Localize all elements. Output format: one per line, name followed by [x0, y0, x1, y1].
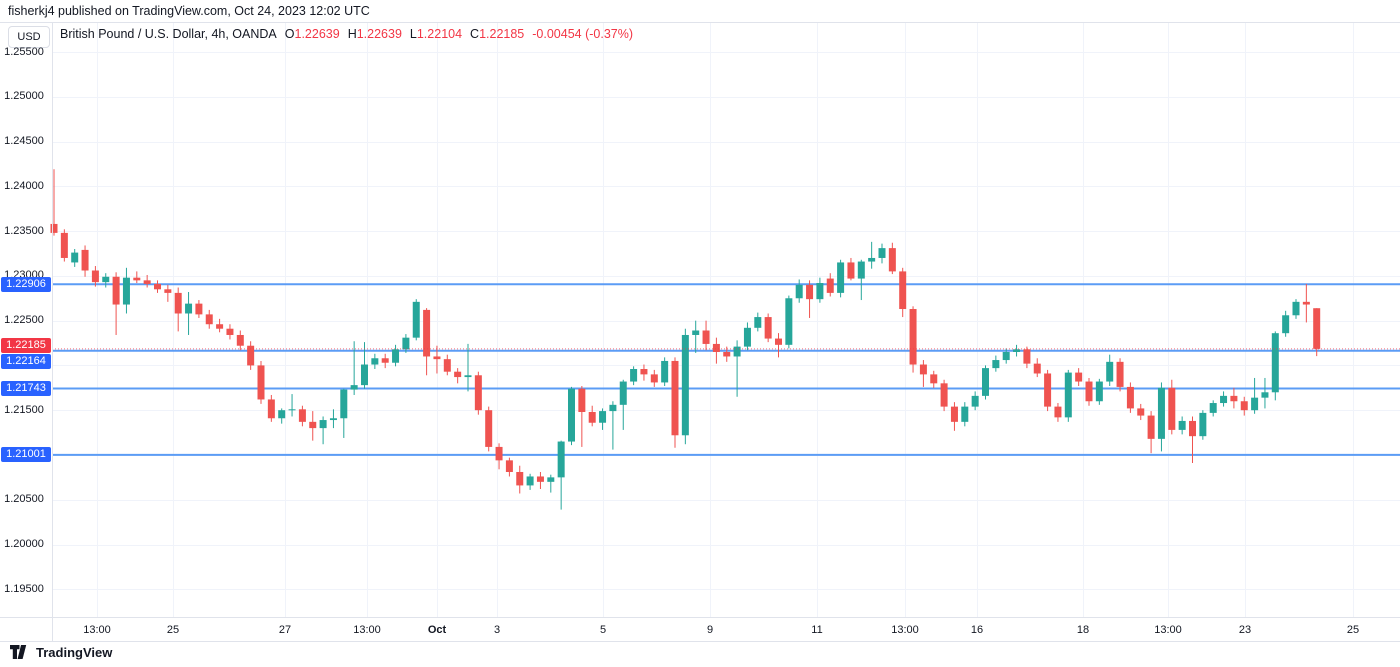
ohlc-label: C: [470, 27, 480, 41]
ohlc-value: 1.22104: [416, 27, 463, 41]
price-axis-label: 1.24500: [4, 135, 44, 148]
price-line-badge: 1.22906: [1, 276, 51, 292]
ohlc-label: O: [284, 27, 295, 41]
time-axis-label: 5: [599, 624, 607, 636]
time-axis-label: 13:00: [1154, 624, 1182, 636]
footer-border: [0, 641, 1400, 642]
time-axis-label: 11: [811, 624, 823, 636]
currency-toggle-button[interactable]: USD: [8, 26, 50, 48]
ohlc-label: L: [409, 27, 417, 41]
time-axis[interactable]: 13:00 25 27 13:00 Oct 3 5 9 11 13:00 16 18 13:00 23 25: [0, 617, 1400, 641]
time-axis-label: 3: [493, 624, 501, 636]
symbol-legend: British Pound / U.S. Dollar, 4h, OANDA O1…: [60, 27, 633, 41]
price-axis[interactable]: 1.25500 1.25000 1.24500 1.24000 1.23500 1.230…: [0, 22, 52, 617]
ohlc-value: 1.22639: [294, 27, 340, 41]
price-axis-label: 1.22500: [4, 314, 44, 327]
time-axis-label: 9: [706, 624, 714, 636]
symbol-title[interactable]: British Pound / U.S. Dollar, 4h, OANDA: [60, 27, 277, 41]
price-axis-label: 1.20000: [4, 538, 44, 551]
time-axis-label: 25: [1346, 624, 1360, 636]
last-price-badge: 1.22185: [1, 338, 51, 354]
change-value: -0.00454 (-0.37%): [532, 27, 634, 41]
horizontal-price-lines[interactable]: [52, 283, 1400, 456]
time-axis-label: 18: [1076, 624, 1090, 636]
horizontal-gridlines: [52, 52, 1400, 590]
price-line-badge: 1.21743: [1, 380, 51, 396]
ohlc-value: 1.22185: [479, 27, 525, 41]
price-axis-label: 1.23500: [4, 224, 44, 237]
tradingview-logo-text[interactable]: TradingView: [36, 645, 113, 660]
ohlc-value: 1.22639: [356, 27, 402, 41]
time-axis-label: Oct: [427, 624, 447, 636]
time-axis-label: 13:00: [83, 624, 111, 636]
candles-layer: [50, 169, 1321, 510]
ohlc-label: H: [347, 27, 357, 41]
time-axis-border: [0, 617, 1400, 618]
time-axis-label: 13:00: [353, 624, 381, 636]
time-axis-label: 25: [166, 624, 180, 636]
price-axis-label: 1.21500: [4, 403, 44, 416]
footer: TradingView: [10, 645, 112, 660]
chart-top-border: [0, 22, 1400, 23]
price-axis-label: 1.25500: [4, 45, 44, 58]
vertical-gridlines: [97, 22, 1354, 617]
price-line-badge: 1.21001: [1, 447, 51, 463]
price-axis-label: 1.20500: [4, 493, 44, 506]
time-axis-label: 13:00: [891, 624, 919, 636]
price-axis-border: [52, 22, 53, 641]
publish-info: fisherkj4 published on TradingView.com, …: [8, 4, 370, 18]
price-axis-label: 1.25000: [4, 90, 44, 103]
time-axis-label: 27: [278, 624, 292, 636]
tradingview-logo-icon[interactable]: [10, 645, 30, 660]
price-line-badge: 1.22164: [1, 353, 51, 369]
price-axis-label: 1.19500: [4, 582, 44, 595]
time-axis-label: 23: [1238, 624, 1252, 636]
time-axis-label: 16: [970, 624, 984, 636]
ohlc-values: O1.22639 H1.22639 L1.22104 C1.22185: [277, 27, 525, 41]
price-axis-label: 1.24000: [4, 179, 44, 192]
